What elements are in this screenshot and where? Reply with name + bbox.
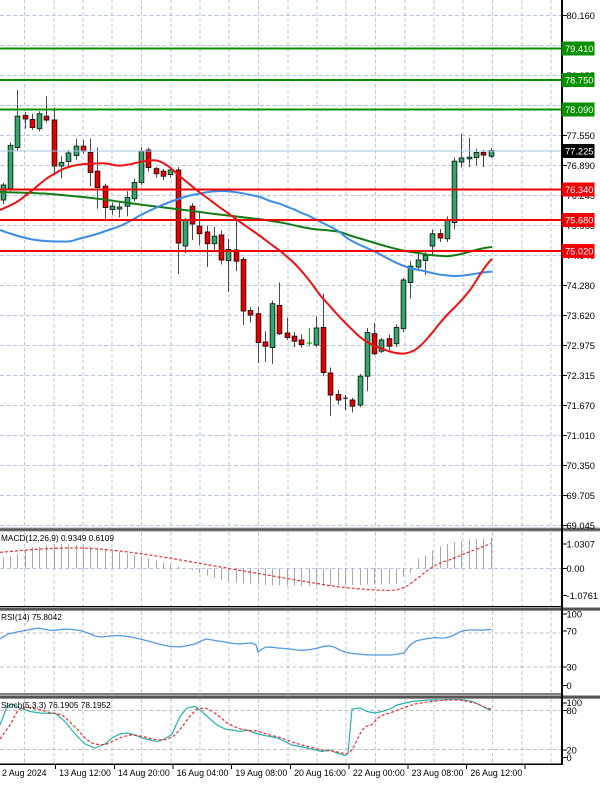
svg-text:77.225: 77.225	[565, 147, 593, 157]
svg-text:77.550: 77.550	[567, 131, 595, 141]
svg-text:13 Aug 12:00: 13 Aug 12:00	[59, 768, 111, 778]
svg-text:75.680: 75.680	[565, 215, 593, 225]
svg-text:69.045: 69.045	[567, 521, 595, 531]
svg-text:1.0307: 1.0307	[567, 539, 595, 549]
svg-text:69.705: 69.705	[567, 491, 595, 501]
svg-text:-1.0761: -1.0761	[567, 591, 599, 601]
svg-text:0.00: 0.00	[567, 564, 585, 574]
svg-text:74.280: 74.280	[567, 281, 595, 291]
svg-text:100: 100	[567, 698, 583, 708]
svg-text:14 Aug 20:00: 14 Aug 20:00	[118, 768, 170, 778]
svg-text:Stoch(5,3,3) 76.1905 78.1952: Stoch(5,3,3) 76.1905 78.1952	[1, 700, 111, 710]
svg-text:71.010: 71.010	[567, 431, 595, 441]
svg-text:72.975: 72.975	[567, 341, 595, 351]
svg-text:16 Aug 04:00: 16 Aug 04:00	[177, 768, 229, 778]
svg-text:100: 100	[567, 609, 583, 619]
svg-text:73.620: 73.620	[567, 311, 595, 321]
svg-text:30: 30	[567, 662, 577, 672]
svg-text:72.315: 72.315	[567, 371, 595, 381]
svg-text:80: 80	[567, 706, 577, 716]
svg-text:70.350: 70.350	[567, 461, 595, 471]
svg-text:70: 70	[567, 626, 577, 636]
svg-text:75.020: 75.020	[565, 247, 593, 257]
svg-text:2 Aug 2024: 2 Aug 2024	[2, 768, 47, 778]
svg-text:MACD(12,26,9) 0.9349 0.6109: MACD(12,26,9) 0.9349 0.6109	[1, 533, 114, 543]
svg-text:20: 20	[567, 746, 577, 756]
svg-text:76.890: 76.890	[567, 161, 595, 171]
svg-text:79.410: 79.410	[565, 44, 593, 54]
svg-text:19 Aug 08:00: 19 Aug 08:00	[235, 768, 287, 778]
svg-text:RSI(14) 75.8042: RSI(14) 75.8042	[1, 612, 62, 622]
svg-text:78.090: 78.090	[565, 105, 593, 115]
svg-text:78.750: 78.750	[565, 75, 593, 85]
svg-text:0: 0	[567, 753, 572, 763]
svg-text:20 Aug 16:00: 20 Aug 16:00	[294, 768, 346, 778]
svg-text:22 Aug 00:00: 22 Aug 00:00	[353, 768, 405, 778]
svg-text:80.160: 80.160	[567, 11, 595, 21]
svg-text:26 Aug 12:00: 26 Aug 12:00	[470, 768, 522, 778]
svg-text:0: 0	[567, 681, 572, 691]
svg-text:23 Aug 08:00: 23 Aug 08:00	[412, 768, 464, 778]
svg-text:71.670: 71.670	[567, 401, 595, 411]
svg-text:76.340: 76.340	[565, 185, 593, 195]
